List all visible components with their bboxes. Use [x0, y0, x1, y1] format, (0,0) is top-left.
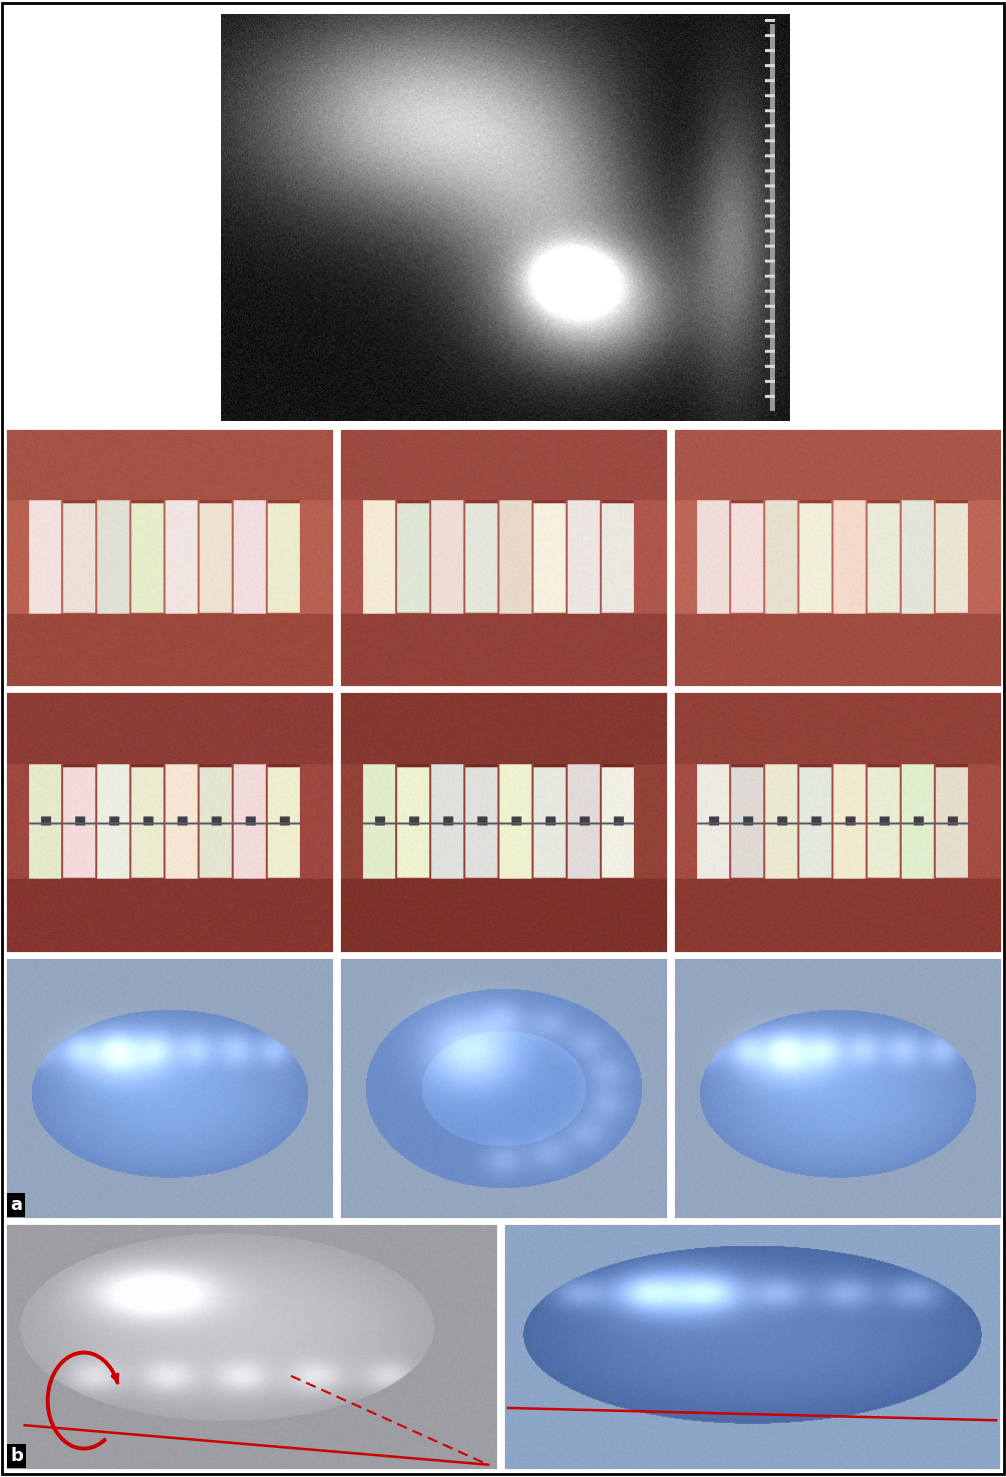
- Text: b: b: [10, 1447, 23, 1465]
- Bar: [5, 957, 334, 1219]
- Text: a: a: [10, 1196, 22, 1214]
- Bar: [5, 957, 334, 1219]
- Bar: [503, 1223, 1001, 1470]
- Bar: [503, 1223, 1001, 1470]
- Bar: [5, 1223, 498, 1470]
- Bar: [673, 691, 1002, 953]
- Bar: [339, 957, 668, 1219]
- Bar: [673, 428, 1002, 687]
- Bar: [673, 957, 1002, 1219]
- Bar: [0, 0, 1006, 421]
- Bar: [673, 957, 1002, 1219]
- Bar: [5, 691, 334, 953]
- Bar: [339, 691, 668, 953]
- Bar: [339, 957, 668, 1219]
- Bar: [5, 1223, 498, 1470]
- Bar: [5, 428, 334, 687]
- Bar: [339, 428, 668, 687]
